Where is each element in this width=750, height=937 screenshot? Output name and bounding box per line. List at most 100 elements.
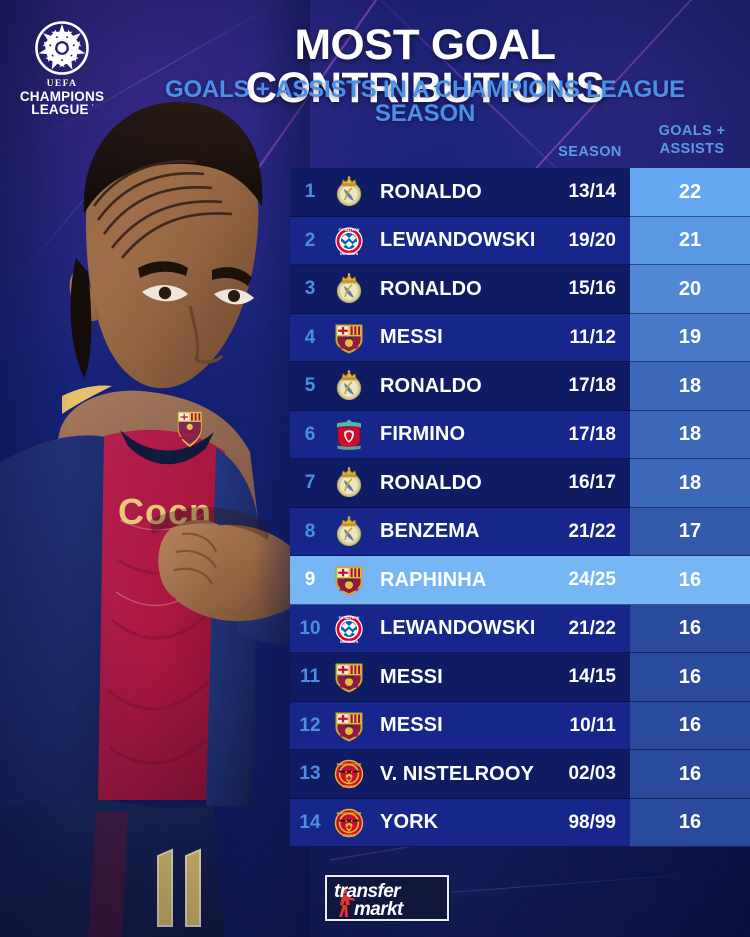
transfermarkt-word-transfer: transfer xyxy=(334,881,401,902)
table-row[interactable]: 14 MANCHESTER UNITED YORK 98/99 16 xyxy=(290,798,750,847)
player-name: MESSI xyxy=(380,326,443,349)
rank-number: 4 xyxy=(304,326,316,348)
club-crest: FCB xyxy=(332,709,366,743)
table-row[interactable]: 8 BENZEMA 21/22 17 xyxy=(290,507,750,556)
svg-text:FC BAYERN: FC BAYERN xyxy=(339,228,360,232)
rank-number: 11 xyxy=(299,666,321,688)
club-crest-real-madrid-icon xyxy=(336,176,362,207)
club-crest xyxy=(332,418,366,452)
player-name: FIRMINO xyxy=(380,423,466,446)
page-title: MOST GOAL CONTRIBUTIONS xyxy=(245,21,605,112)
player-name: MESSI xyxy=(380,665,443,688)
club-crest-real-madrid-icon xyxy=(336,370,362,401)
row-left-section: 5 RONALDO 17/18 xyxy=(290,362,630,411)
club-crest: FCB xyxy=(332,321,366,355)
goals-assists-value: 21 xyxy=(630,216,750,265)
season-value: 19/20 xyxy=(568,229,616,251)
table-row[interactable]: 5 RONALDO 17/18 18 xyxy=(290,362,750,411)
club-crest xyxy=(332,515,366,549)
player-name: LEWANDOWSKI xyxy=(380,617,534,640)
logo-league-text: LEAGUE xyxy=(31,102,88,117)
table-row[interactable]: 12 FCB MESSI 10/11 16 xyxy=(290,701,750,750)
club-crest-liverpool-icon xyxy=(337,419,361,451)
rank-number: 9 xyxy=(304,569,316,591)
club-crest: FC BAYERN MUNCHEN xyxy=(332,612,366,646)
table-row[interactable]: 6 FIRMINO 17/18 18 xyxy=(290,410,750,459)
club-crest-real-madrid-icon xyxy=(336,467,362,498)
row-left-section: 6 FIRMINO 17/18 xyxy=(290,410,630,459)
club-crest-manchester-united-icon: MANCHESTER UNITED xyxy=(334,760,364,789)
club-crest xyxy=(332,272,366,306)
column-header-season: SEASON xyxy=(558,144,622,160)
season-value: 21/22 xyxy=(568,520,616,542)
table-row[interactable]: 2 FC BAYERN MUNCHEN LEWANDOWSKI 19/20 21 xyxy=(290,216,750,265)
club-crest: FC BAYERN MUNCHEN xyxy=(332,224,366,258)
table-row[interactable]: 9 FCB RAPHINHA 24/25 16 xyxy=(290,556,750,605)
season-value: 11/12 xyxy=(569,326,617,348)
svg-text:UNITED: UNITED xyxy=(342,833,356,837)
row-left-section: 3 RONALDO 15/16 xyxy=(290,265,630,314)
club-crest: MANCHESTER UNITED xyxy=(332,806,366,840)
player-name: V. NISTELROOY xyxy=(380,762,534,785)
transfermarkt-logo: transfer markt xyxy=(325,875,449,921)
season-value: 13/14 xyxy=(568,181,616,203)
svg-text:MANCHESTER: MANCHESTER xyxy=(337,763,362,767)
table-row[interactable]: 11 FCB MESSI 14/15 16 xyxy=(290,653,750,702)
player-name: BENZEMA xyxy=(380,520,480,543)
rank-number: 7 xyxy=(304,472,316,494)
table-row[interactable]: 1 RONALDO 13/14 22 xyxy=(290,168,750,217)
column-header-goals-assists-line2: ASSISTS xyxy=(659,141,725,158)
row-left-section: 14 MANCHESTER UNITED YORK 98/99 xyxy=(290,798,630,847)
table-row[interactable]: 3 RONALDO 15/16 20 xyxy=(290,265,750,314)
club-crest-bayern-munich-icon: FC BAYERN MUNCHEN xyxy=(335,615,363,644)
table-row[interactable]: 7 RONALDO 16/17 18 xyxy=(290,459,750,508)
row-left-section: 4 FCB MESSI 11/12 xyxy=(290,313,630,362)
goals-assists-value: 20 xyxy=(630,265,750,314)
rank-number: 8 xyxy=(304,520,316,542)
season-value: 17/18 xyxy=(568,423,616,445)
club-crest xyxy=(332,466,366,500)
goals-assists-value: 18 xyxy=(630,362,750,411)
goals-assists-value: 22 xyxy=(630,168,750,217)
player-name: YORK xyxy=(380,811,439,834)
rank-number: 1 xyxy=(304,181,316,203)
svg-text:FCB: FCB xyxy=(345,578,353,583)
table-row[interactable]: 10 FC BAYERN MUNCHEN LEWANDOWSKI 21/22 1… xyxy=(290,604,750,653)
goals-assists-value: 16 xyxy=(630,604,750,653)
rank-number: 14 xyxy=(299,811,321,833)
season-value: 21/22 xyxy=(568,617,616,639)
season-value: 10/11 xyxy=(569,714,617,736)
season-value: 98/99 xyxy=(568,811,616,833)
starball-icon: UEFA CHAMPIONS LEAGUE ' xyxy=(20,21,104,117)
goals-assists-value: 16 xyxy=(630,798,750,847)
svg-text:MUNCHEN: MUNCHEN xyxy=(340,252,359,256)
goals-assists-value: 19 xyxy=(630,313,750,362)
player-name: RONALDO xyxy=(380,374,482,397)
row-left-section: 2 FC BAYERN MUNCHEN LEWANDOWSKI 19/20 xyxy=(290,216,630,265)
logo-champions-text: CHAMPIONS xyxy=(20,89,104,104)
goals-assists-value: 16 xyxy=(630,701,750,750)
logo-uefa-text: UEFA xyxy=(47,79,78,89)
player-name: MESSI xyxy=(380,714,443,737)
club-crest-barcelona-icon: FCB xyxy=(335,663,363,693)
season-value: 02/03 xyxy=(568,763,616,785)
player-name: LEWANDOWSKI xyxy=(380,229,534,252)
player-name: RONALDO xyxy=(380,277,482,300)
club-crest: FCB xyxy=(332,660,366,694)
svg-text:MUNCHEN: MUNCHEN xyxy=(340,640,359,644)
rank-number: 12 xyxy=(299,714,321,736)
club-crest: FCB xyxy=(332,563,366,597)
season-value: 14/15 xyxy=(568,666,616,688)
svg-text:FCB: FCB xyxy=(345,675,353,680)
column-header-goals-assists-line1: GOALS + xyxy=(658,123,726,139)
goals-assists-value: 16 xyxy=(630,556,750,605)
table-row[interactable]: 4 FCB MESSI 11/12 19 xyxy=(290,313,750,362)
row-left-section: 13 MANCHESTER UNITED V. NISTELROOY 02/03 xyxy=(290,750,630,799)
club-crest-barcelona-icon: FCB xyxy=(335,324,363,354)
club-crest-barcelona-icon: FCB xyxy=(335,712,363,742)
svg-text:MANCHESTER: MANCHESTER xyxy=(337,811,362,815)
table-row[interactable]: 13 MANCHESTER UNITED V. NISTELROOY 02/03… xyxy=(290,750,750,799)
svg-text:UNITED: UNITED xyxy=(342,785,356,789)
rank-number: 10 xyxy=(299,617,321,639)
